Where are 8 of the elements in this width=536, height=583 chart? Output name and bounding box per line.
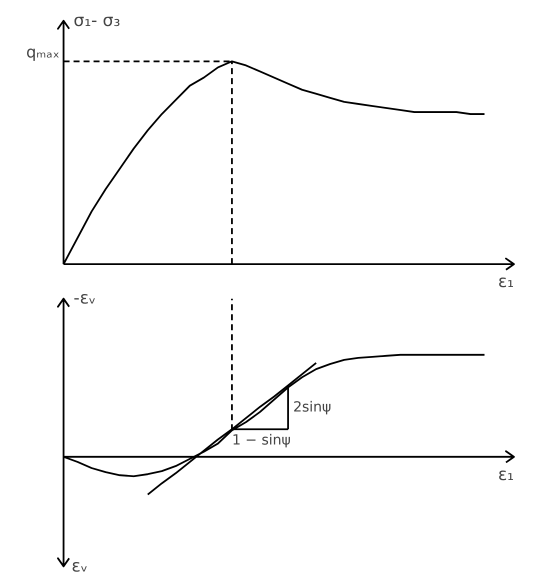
y-axis-title: -εᵥ bbox=[74, 288, 96, 309]
y-axis-title: σ₁- σ₃ bbox=[74, 10, 120, 31]
series-label: qₘₐₓ bbox=[26, 42, 60, 62]
x-axis-title: ε₁ bbox=[498, 464, 514, 485]
text: εᵥ bbox=[72, 556, 88, 576]
series-label: 1 − sinψ bbox=[232, 432, 291, 448]
x-axis-title: ε₁ bbox=[498, 272, 514, 292]
annotation: 2sinψ bbox=[293, 399, 332, 416]
